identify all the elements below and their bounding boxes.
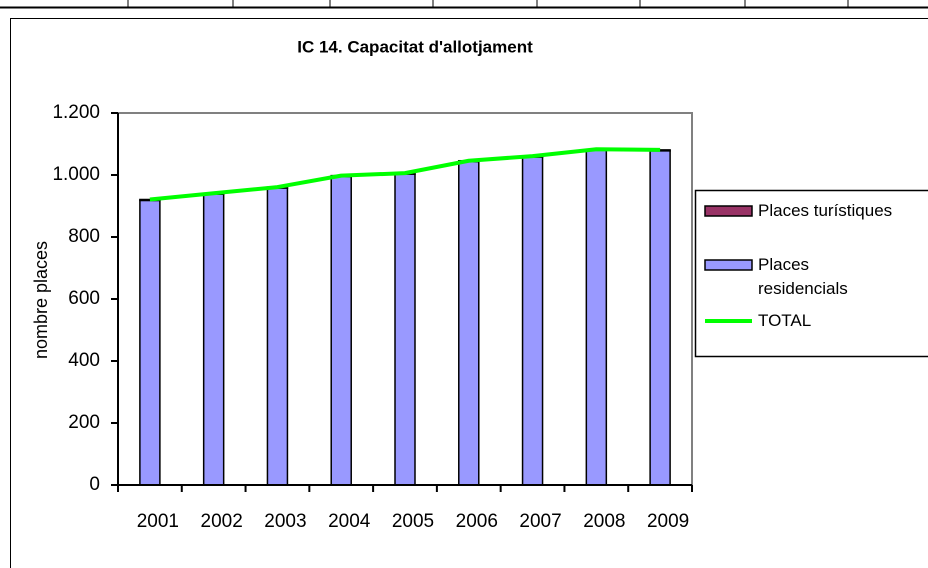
legend-swatch	[704, 205, 753, 217]
legend-label: Places turístiques	[758, 201, 893, 220]
sheet-grid	[0, 0, 928, 9]
bar	[585, 149, 608, 486]
x-tick-label: 2005	[392, 511, 434, 532]
x-tick-label: 2002	[201, 511, 243, 532]
bar	[394, 173, 416, 486]
x-tick-label: 2007	[519, 511, 561, 532]
bar	[521, 156, 544, 486]
bar	[330, 175, 352, 486]
y-tick-label: 800	[68, 226, 100, 247]
y-tick-label: 400	[68, 350, 100, 371]
legend-label: TOTAL	[758, 311, 812, 330]
y-tick-label: 600	[68, 288, 100, 309]
legend-label: Places residencials	[758, 255, 848, 298]
y-tick-label: 1.200	[52, 102, 100, 123]
chart-title: IC 14. Capacitat d'allotjament	[297, 37, 533, 56]
x-tick-label: 2008	[583, 511, 625, 532]
y-tick-label: 1.000	[52, 164, 100, 185]
bar	[202, 193, 225, 486]
x-tick-label: 2004	[328, 511, 371, 532]
x-tick-label: 2006	[456, 511, 498, 532]
x-tick-label: 2001	[137, 511, 179, 532]
line-series	[149, 147, 661, 202]
y-tick-label: 200	[68, 412, 100, 433]
bar	[266, 187, 289, 486]
y-axis-label: nombre places	[31, 241, 51, 359]
x-tick-label: 2009	[647, 511, 689, 532]
legend-swatch	[704, 259, 753, 271]
legend-box	[694, 189, 928, 358]
bar	[458, 160, 480, 486]
bar	[139, 199, 161, 486]
bar	[649, 150, 671, 486]
x-tick-label: 2003	[264, 511, 306, 532]
y-tick-label: 0	[89, 474, 100, 495]
